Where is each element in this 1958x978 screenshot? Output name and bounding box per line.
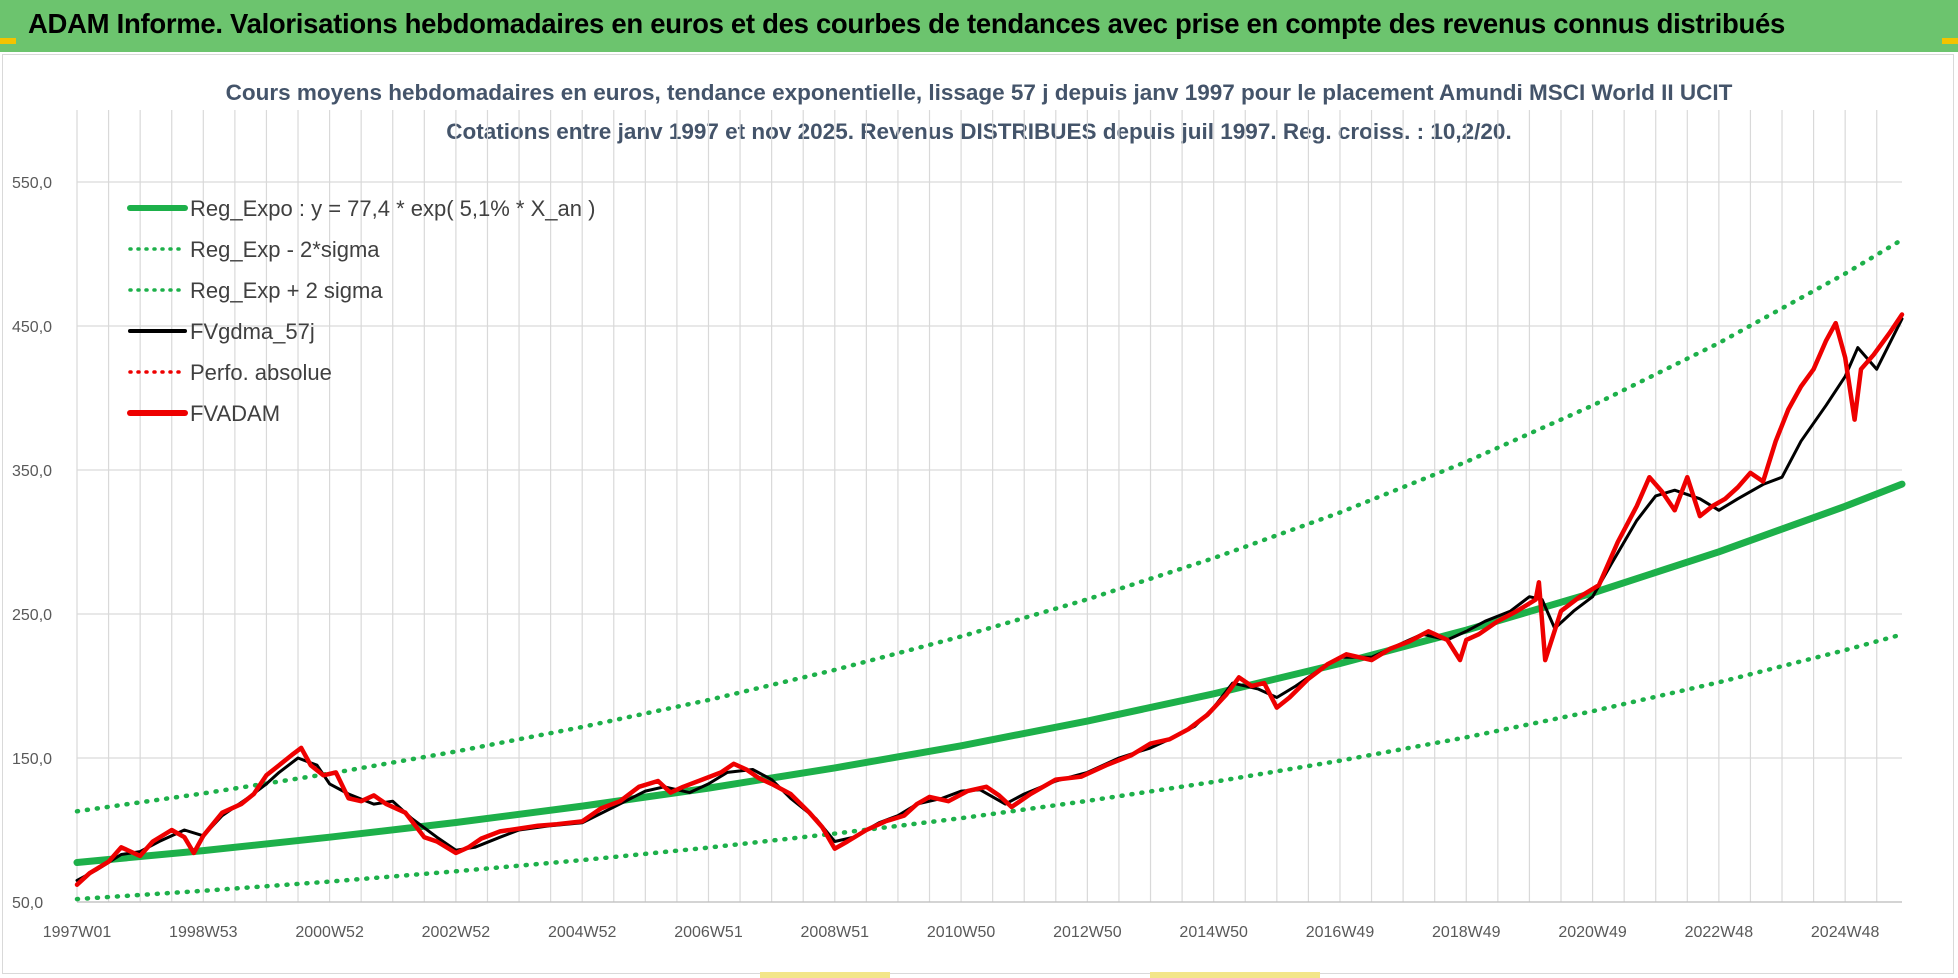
y-tick-label: 450,0 [12,319,52,336]
corner-marker-left [0,38,16,44]
legend-label: FVgdma_57j [190,319,315,344]
legend-label: Perfo. absolue [190,360,332,385]
legend-label: Reg_Expo : y = 77,4 * exp( 5,1% * X_an ) [190,196,595,221]
chart-frame [2,54,1954,974]
y-tick-label: 250,0 [12,607,52,624]
x-tick-label: 2004W52 [548,924,617,941]
report-header-bar: ADAM Informe. Valorisations hebdomadaire… [0,0,1958,52]
bottom-marker-1 [760,972,890,978]
y-tick-label: 350,0 [12,463,52,480]
legend-label: Reg_Exp + 2 sigma [190,278,383,303]
x-tick-label: 1998W53 [169,924,238,941]
x-tick-label: 1997W01 [43,924,112,941]
x-tick-label: 2014W50 [1179,924,1248,941]
x-tick-label: 2000W52 [295,924,364,941]
legend-label: FVADAM [190,401,280,426]
y-tick-label: 50,0 [12,895,43,912]
chart-subtitle: Cotations entre janv 1997 et nov 2025. R… [446,119,1512,144]
series-line-2 [74,632,1905,902]
y-tick-label: 550,0 [12,175,52,192]
x-tick-label: 2006W51 [674,924,743,941]
corner-marker-right [1942,38,1958,44]
x-tick-label: 2018W49 [1432,924,1501,941]
x-tick-label: 2002W52 [422,924,491,941]
x-tick-label: 2012W50 [1053,924,1122,941]
bottom-marker-2 [1150,972,1320,978]
legend-label: Reg_Exp - 2*sigma [190,237,380,262]
x-tick-label: 2008W51 [801,924,870,941]
chart-title: Cours moyens hebdomadaires en euros, ten… [225,80,1733,105]
series-line-4 [75,317,1904,882]
x-tick-label: 2024W48 [1811,924,1880,941]
x-tick-label: 2010W50 [927,924,996,941]
report-title: ADAM Informe. Valorisations hebdomadaire… [28,8,1785,39]
y-tick-label: 150,0 [12,751,52,768]
x-tick-label: 2022W48 [1685,924,1754,941]
series-line-5 [74,312,1905,887]
x-tick-label: 2020W49 [1558,924,1627,941]
series-line-3 [74,237,1905,814]
series-line-1 [73,480,1906,866]
x-tick-label: 2016W49 [1306,924,1375,941]
